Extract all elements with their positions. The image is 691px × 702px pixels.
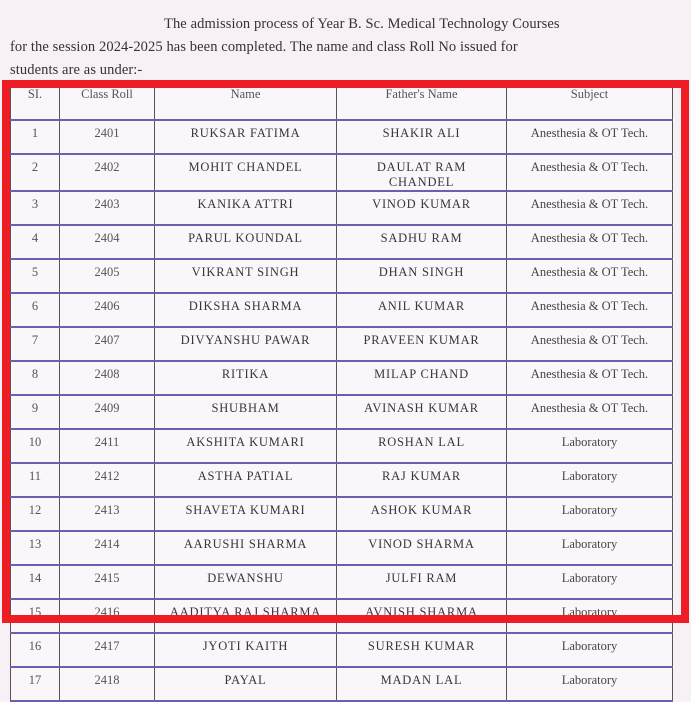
table-row: 16 2417 JYOTI KAITH SURESH KUMAR Laboratory [10, 633, 673, 667]
cell-roll: 2406 [59, 293, 155, 327]
cell-subject: Laboratory [506, 531, 673, 565]
cell-father: RAJ KUMAR [336, 463, 507, 497]
cell-roll: 2415 [59, 565, 155, 599]
cell-subject: Laboratory [506, 497, 673, 531]
table-row: 13 2414 AARUSHI SHARMA VINOD SHARMA Laborato… [10, 531, 673, 565]
cell-sl: 9 [10, 395, 60, 429]
table-row: 9 2409 SHUBHAM AVINASH KUMAR Anesthesia & OT… [10, 395, 673, 429]
cell-subject: Laboratory [506, 633, 673, 667]
table-row: 6 2406 DIKSHA SHARMA ANIL KUMAR Anesthesia &… [10, 293, 673, 327]
cell-name: DIVYANSHU PAWAR [154, 327, 337, 361]
header-class-roll: Class Roll [59, 84, 155, 120]
cell-subject: Anesthesia & OT Tech. [506, 395, 673, 429]
table-row: 11 2412 ASTHA PATIAL RAJ KUMAR Laboratory [10, 463, 673, 497]
table-row: 3 2403 KANIKA ATTRI VINOD KUMAR Anesthesia &… [10, 191, 673, 225]
cell-sl: 6 [10, 293, 60, 327]
cell-subject: Laboratory [506, 463, 673, 497]
cell-sl: 11 [10, 463, 60, 497]
cell-subject: Laboratory [506, 667, 673, 701]
cell-name: RITIKA [154, 361, 337, 395]
cell-name: MOHIT CHANDEL [154, 154, 337, 191]
cell-subject: Anesthesia & OT Tech. [506, 361, 673, 395]
cell-subject: Anesthesia & OT Tech. [506, 293, 673, 327]
cell-name: JYOTI KAITH [154, 633, 337, 667]
cell-father: ANIL KUMAR [336, 293, 507, 327]
cell-father: DHAN SINGH [336, 259, 507, 293]
intro-line-3: students are as under:- [10, 62, 143, 78]
table-row: 5 2405 VIKRANT SINGH DHAN SINGH Anesthesia &… [10, 259, 673, 293]
cell-subject: Anesthesia & OT Tech. [506, 120, 673, 154]
header-fathers-name: Father's Name [336, 84, 507, 120]
table-row: 8 2408 RITIKA MILAP CHAND Anesthesia & OT Te… [10, 361, 673, 395]
cell-subject: Anesthesia & OT Tech. [506, 327, 673, 361]
cell-name: DIKSHA SHARMA [154, 293, 337, 327]
table-row: 10 2411 AKSHITA KUMARI ROSHAN LAL Laboratory [10, 429, 673, 463]
cell-subject: Anesthesia & OT Tech. [506, 191, 673, 225]
cell-subject: Laboratory [506, 565, 673, 599]
cell-name: KANIKA ATTRI [154, 191, 337, 225]
cell-father: ROSHAN LAL [336, 429, 507, 463]
cell-father: VINOD KUMAR [336, 191, 507, 225]
cell-father: MILAP CHAND [336, 361, 507, 395]
cell-sl: 16 [10, 633, 60, 667]
header-name: Name [154, 84, 337, 120]
cell-roll: 2417 [59, 633, 155, 667]
table-row: 17 2418 PAYAL MADAN LAL Laboratory [10, 667, 673, 701]
table-row: 7 2407 DIVYANSHU PAWAR PRAVEEN KUMAR Anesthe… [10, 327, 673, 361]
table-header-row: SI. Class Roll Name Father's Name Subjec… [10, 84, 673, 120]
cell-roll: 2408 [59, 361, 155, 395]
cell-father: JULFI RAM [336, 565, 507, 599]
table-row: 14 2415 DEWANSHU JULFI RAM Laboratory [10, 565, 673, 599]
cell-name: PARUL KOUNDAL [154, 225, 337, 259]
header-subject: Subject [506, 84, 673, 120]
intro-line-1: The admission process of Year B. Sc. Med… [164, 16, 560, 32]
cell-father: SHAKIR ALI [336, 120, 507, 154]
red-highlight-box [2, 80, 689, 623]
cell-sl: 10 [10, 429, 60, 463]
cell-roll: 2401 [59, 120, 155, 154]
cell-name: RUKSAR FATIMA [154, 120, 337, 154]
table-row: 4 2404 PARUL KOUNDAL SADHU RAM Anesthesia & … [10, 225, 673, 259]
cell-father: PRAVEEN KUMAR [336, 327, 507, 361]
cell-father: DAULAT RAM CHANDEL [336, 154, 507, 191]
cell-father: SURESH KUMAR [336, 633, 507, 667]
cell-father: SADHU RAM [336, 225, 507, 259]
cell-father: ASHOK KUMAR [336, 497, 507, 531]
table-row: 1 2401 RUKSAR FATIMA SHAKIR ALI Anesthesia &… [10, 120, 673, 154]
cell-subject: Anesthesia & OT Tech. [506, 154, 673, 191]
cell-subject: Laboratory [506, 429, 673, 463]
cell-roll: 2404 [59, 225, 155, 259]
cell-roll: 2418 [59, 667, 155, 701]
cell-father: AVINASH KUMAR [336, 395, 507, 429]
cell-father: VINOD SHARMA [336, 531, 507, 565]
cell-subject: Anesthesia & OT Tech. [506, 225, 673, 259]
cell-roll: 2414 [59, 531, 155, 565]
cell-sl: 12 [10, 497, 60, 531]
cell-name: ASTHA PATIAL [154, 463, 337, 497]
cell-roll: 2409 [59, 395, 155, 429]
cell-subject: Anesthesia & OT Tech. [506, 259, 673, 293]
header-sl: SI. [10, 84, 60, 120]
cell-sl: 8 [10, 361, 60, 395]
table-row: 2 2402 MOHIT CHANDEL DAULAT RAM CHANDEL Anes… [10, 154, 673, 191]
cell-name: VIKRANT SINGH [154, 259, 337, 293]
cell-sl: 4 [10, 225, 60, 259]
cell-name: AARUSHI SHARMA [154, 531, 337, 565]
intro-line-2: for the session 2024-2025 has been compl… [10, 39, 518, 55]
cell-name: AKSHITA KUMARI [154, 429, 337, 463]
cell-sl: 13 [10, 531, 60, 565]
cell-father: MADAN LAL [336, 667, 507, 701]
cell-roll: 2405 [59, 259, 155, 293]
cell-name: SHAVETA KUMARI [154, 497, 337, 531]
cell-roll: 2412 [59, 463, 155, 497]
cell-sl: 14 [10, 565, 60, 599]
table-row: 12 2413 SHAVETA KUMARI ASHOK KUMAR Laborator… [10, 497, 673, 531]
cell-sl: 17 [10, 667, 60, 701]
cell-name: PAYAL [154, 667, 337, 701]
